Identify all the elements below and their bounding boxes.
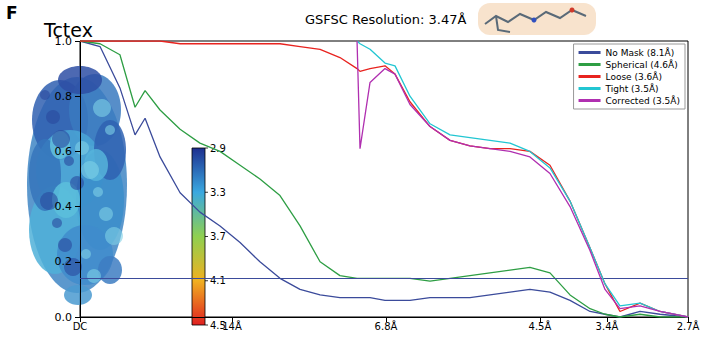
svg-text:2.7Å: 2.7Å (677, 320, 700, 332)
svg-text:3.3: 3.3 (210, 187, 226, 198)
svg-text:3.7: 3.7 (210, 231, 226, 242)
svg-text:Corrected (3.5Å): Corrected (3.5Å) (606, 95, 680, 106)
svg-text:Loose (3.6Å): Loose (3.6Å) (606, 71, 662, 82)
svg-text:0.2: 0.2 (55, 255, 73, 268)
svg-text:4.1: 4.1 (210, 275, 226, 286)
svg-text:0.6: 0.6 (55, 145, 73, 158)
svg-text:6.8Å: 6.8Å (375, 320, 398, 332)
svg-text:Spherical (4.6Å): Spherical (4.6Å) (606, 59, 678, 70)
svg-text:GSFSC Resolution: 3.47Å: GSFSC Resolution: 3.47Å (305, 12, 466, 27)
svg-text:4.5Å: 4.5Å (529, 320, 552, 332)
svg-text:Tight (3.5Å): Tight (3.5Å) (605, 83, 659, 94)
svg-text:4.5: 4.5 (210, 319, 226, 331)
svg-text:0.4: 0.4 (55, 200, 73, 213)
svg-text:Tctex: Tctex (44, 18, 93, 41)
svg-text:F: F (6, 3, 18, 23)
svg-text:0.0: 0.0 (55, 311, 73, 324)
svg-text:DC: DC (73, 321, 88, 332)
svg-text:2.9: 2.9 (210, 142, 226, 154)
svg-text:0.8: 0.8 (55, 90, 73, 103)
svg-text:14Å: 14Å (222, 320, 242, 332)
svg-text:1.0: 1.0 (55, 35, 73, 48)
svg-text:No Mask (8.1Å): No Mask (8.1Å) (606, 47, 675, 58)
svg-text:3.4Å: 3.4Å (596, 320, 619, 332)
